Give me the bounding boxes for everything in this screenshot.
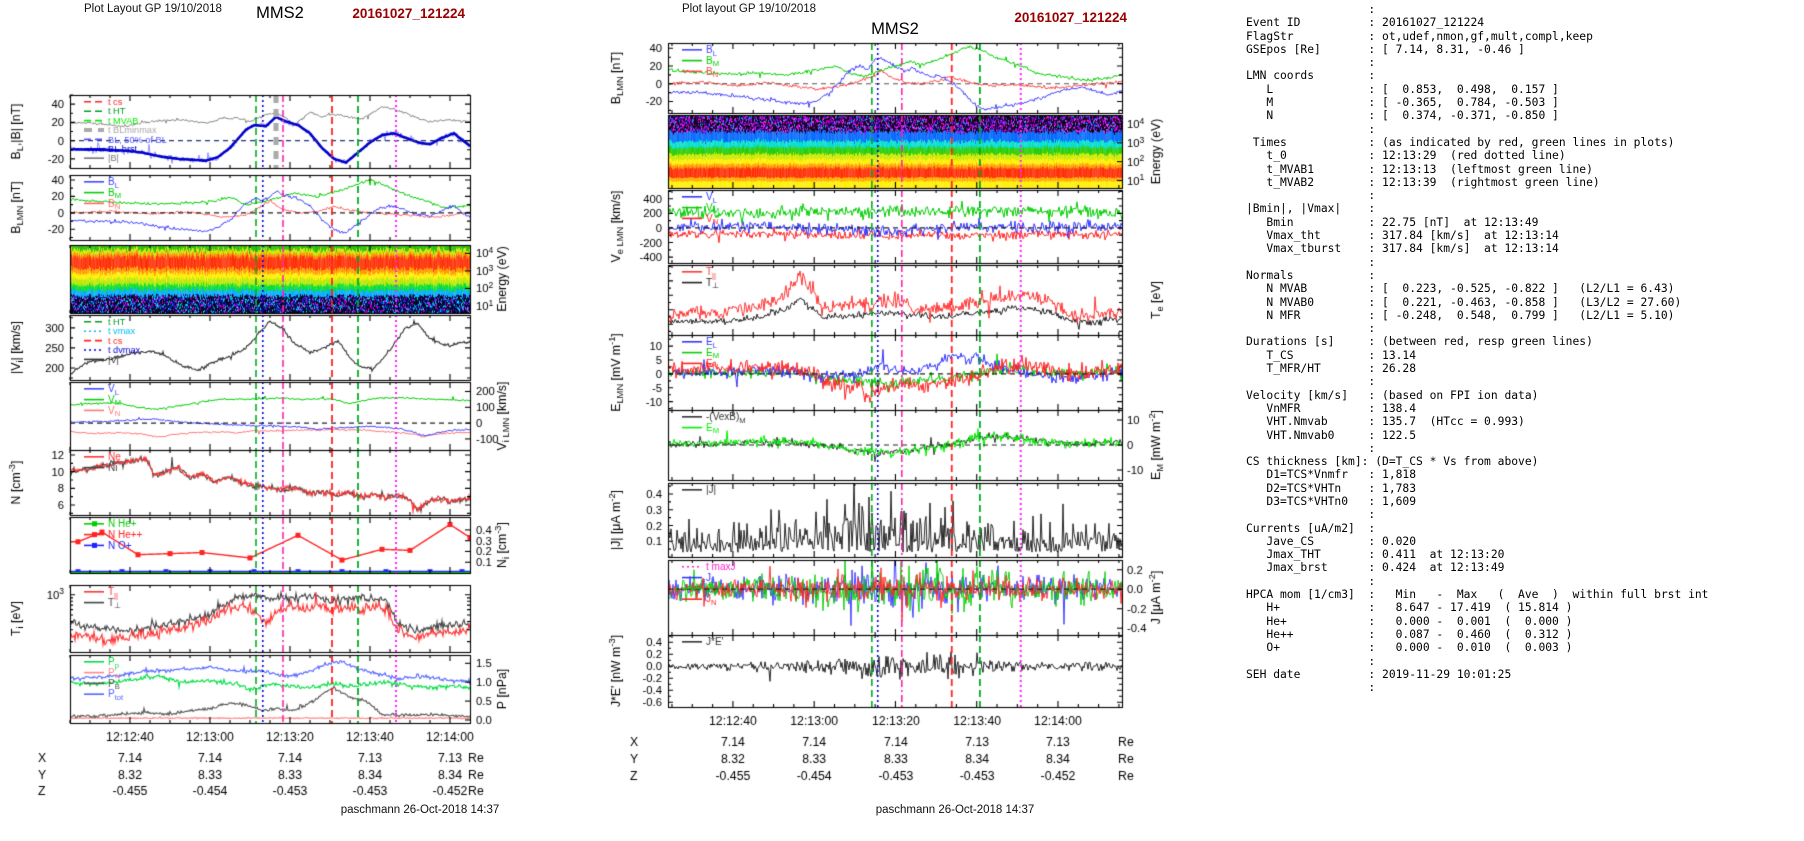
middle-spacecraft-title: MMS2 <box>871 20 919 38</box>
info-line: T_MFR/HT : 26.28 <box>1246 362 1417 376</box>
info-line: VnMFR : 138.4 <box>1246 401 1417 415</box>
info-line: N : [ 0.374, -0.371, -0.850 ] <box>1246 109 1559 123</box>
info-line: Jmax_brst : 0.424 at 12:13:49 <box>1246 561 1505 575</box>
info-line: Currents [uA/m2] : <box>1246 521 1376 535</box>
info-line: : <box>1246 681 1376 695</box>
info-line: O+ : 0.000 - 0.010 ( 0.003 ) <box>1246 641 1573 655</box>
left-footer: paschmann 26-Oct-2018 14:37 <box>340 804 500 816</box>
left-event-id: 20161027_121224 <box>352 6 465 21</box>
info-line: L : [ 0.853, 0.498, 0.157 ] <box>1246 82 1559 96</box>
info-line: : <box>1246 508 1376 522</box>
info-line: Velocity [km/s] : (based on FPI ion data… <box>1246 388 1539 402</box>
info-line: He+ : 0.000 - 0.001 ( 0.000 ) <box>1246 614 1573 628</box>
info-line: t_MVAB2 : 12:13:39 (rightmost green line… <box>1246 175 1600 189</box>
info-line: : <box>1246 3 1376 16</box>
info-line: GSEpos [Re] : [ 7.14, 8.31, -0.46 ] <box>1246 42 1525 56</box>
info-line: Jave_CS : 0.020 <box>1246 534 1417 548</box>
info-line: SEH date : 2019-11-29 10:01:25 <box>1246 667 1512 681</box>
info-line: : <box>1246 375 1376 389</box>
info-line: N MFR : [ -0.248, 0.548, 0.799 ] (L2/L1 … <box>1246 308 1675 322</box>
info-line: : <box>1246 189 1376 203</box>
info-line: t_0 : 12:13:29 (red dotted line) <box>1246 149 1566 163</box>
left-layout-label: Plot Layout GP 19/10/2018 <box>84 3 222 15</box>
info-line: N MVAB0 : [ 0.221, -0.463, -0.858 ] (L3/… <box>1246 295 1682 309</box>
info-line: : <box>1246 255 1376 269</box>
info-line: H+ : 8.647 - 17.419 ( 15.814 ) <box>1246 601 1573 615</box>
info-line: Vmax_tht : 317.84 [km/s] at 12:13:14 <box>1246 229 1559 243</box>
info-line: Bmin : 22.75 [nT] at 12:13:49 <box>1246 215 1539 229</box>
info-line: : <box>1246 322 1376 336</box>
info-line: Times : (as indicated by red, green line… <box>1246 135 1675 149</box>
info-line: HPCA mom [1/cm3] : Min - Max ( Ave ) wit… <box>1246 588 1709 602</box>
middle-footer: paschmann 26-Oct-2018 14:37 <box>875 804 1035 816</box>
info-line: He++ : 0.087 - 0.460 ( 0.312 ) <box>1246 627 1573 641</box>
info-line: M : [ -0.365, 0.784, -0.503 ] <box>1246 96 1559 110</box>
info-line: : <box>1246 122 1376 136</box>
info-line: N MVAB : [ 0.223, -0.525, -0.822 ] (L2/L… <box>1246 282 1675 296</box>
middle-event-id: 20161027_121224 <box>1014 10 1127 25</box>
info-line: FlagStr : ot,udef,nmon,gf,mult,compl,kee… <box>1246 29 1593 43</box>
info-line: Vmax_tburst : 317.84 [km/s] at 12:13:14 <box>1246 242 1559 256</box>
info-line: VHT.Nmvab0 : 122.5 <box>1246 428 1417 442</box>
info-line: : <box>1246 56 1376 70</box>
info-panel: : Event ID : 20161027_121224 FlagStr : ot,… <box>1246 3 1709 694</box>
info-line: D3=TCS*VHTn0 : 1,609 <box>1246 494 1417 508</box>
info-line: T_CS : 13.14 <box>1246 348 1417 362</box>
middle-layout-label: Plot layout GP 19/10/2018 <box>682 3 817 15</box>
info-line: Durations [s] : (between red, resp green… <box>1246 335 1593 349</box>
info-line: Jmax_THT : 0.411 at 12:13:20 <box>1246 548 1505 562</box>
info-line: t_MVAB1 : 12:13:13 (leftmost green line) <box>1246 162 1593 176</box>
info-line: Event ID : 20161027_121224 <box>1246 16 1485 30</box>
left-spacecraft-title: MMS2 <box>256 4 304 22</box>
info-line: D1=TCS*Vnmfr : 1,818 <box>1246 468 1417 482</box>
info-line: LMN coords : <box>1246 69 1376 83</box>
info-line: D2=TCS*VHTn : 1,783 <box>1246 481 1417 495</box>
info-line: : <box>1246 654 1376 668</box>
info-line: : <box>1246 441 1376 455</box>
info-line: VHT.Nmvab : 135.7 (HTcc = 0.993) <box>1246 415 1525 429</box>
info-line: : <box>1246 574 1376 588</box>
info-line: CS thickness [km]: (D=T_CS * Vs from abo… <box>1246 455 1539 469</box>
info-line: Normals : <box>1246 268 1376 282</box>
info-line: |Bmin|, |Vmax| : <box>1246 202 1376 216</box>
